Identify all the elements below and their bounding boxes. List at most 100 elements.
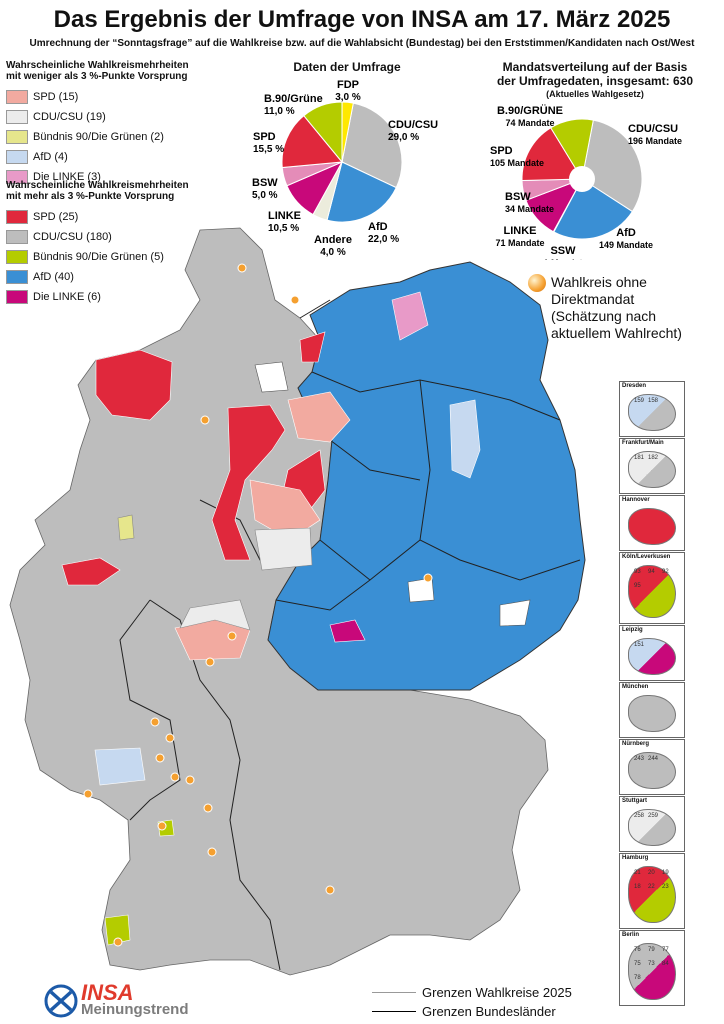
pie2-value-label: 1 Mandat — [543, 258, 582, 260]
inset-district-label: 77 — [662, 947, 669, 953]
inset-title: Berlin — [622, 932, 640, 938]
legend-over3-label: SPD (25) — [33, 211, 79, 223]
pie1-value-label: 11,0 % — [264, 106, 295, 117]
legend-under3-swatch — [6, 110, 28, 124]
legend-under3-swatch — [6, 170, 28, 184]
pie2-slice — [550, 118, 594, 181]
inset-map-shape — [628, 809, 676, 846]
legend-under3-swatch — [6, 130, 28, 144]
line-wk-icon — [372, 992, 416, 993]
inset-leipzig: Leipzig 151 — [619, 625, 685, 681]
map-afd-light — [449, 399, 481, 479]
pie1-series-label: SPD — [253, 131, 276, 143]
map-orange-dot — [203, 803, 213, 813]
inset-district-label: 73 — [648, 961, 655, 967]
map-orange-dot — [290, 295, 300, 305]
pie1-value-label: 10,5 % — [268, 223, 299, 234]
legend-under3-list: SPD (15) CDU/CSU (19) Bündnis 90/Die Grüne… — [6, 87, 266, 187]
pie2-series-label: CDU/CSU — [628, 123, 678, 135]
inset-map-shape — [628, 565, 676, 618]
inset-title: Hamburg — [622, 855, 649, 861]
map-gruene-2 — [104, 914, 131, 946]
legend-over3-swatch — [6, 290, 28, 304]
map-spd-berlin-area — [299, 331, 326, 363]
inset-title: Stuttgart — [622, 798, 647, 804]
no-mandate-line-1: Wahlkreis ohne — [551, 274, 647, 290]
inset-map-shape — [628, 638, 676, 675]
inset-district-label: 182 — [648, 455, 659, 461]
legend-under3-swatch — [6, 90, 28, 104]
map-orange-dot — [170, 772, 180, 782]
insa-logo-icon — [44, 984, 78, 1018]
inset-title: Hannover — [622, 497, 650, 503]
inset-map-shape — [628, 866, 676, 923]
map-gruene-1 — [117, 514, 135, 541]
inset-district-label: 20 — [648, 870, 655, 876]
inset-title: Nürnberg — [622, 741, 649, 747]
pie1-value-label: 15,5 % — [253, 144, 284, 155]
pie1-value-label: 22,0 % — [368, 234, 399, 245]
page-subtitle: Umrechnung der “Sonntagsfrage” auf die W… — [29, 38, 695, 49]
map-east-region — [267, 261, 586, 691]
map-orange-dot — [205, 657, 215, 667]
inset-district-label: 94 — [648, 569, 655, 575]
legend-under3-title-1: Wahrscheinliche Wahlkreismehrheiten — [6, 60, 189, 71]
pie2-slice — [553, 178, 634, 240]
map-orange-dot — [200, 415, 210, 425]
inset-district-label: 23 — [662, 884, 669, 890]
inset-district-label: 243 — [634, 756, 645, 762]
map-linke-sh — [391, 291, 429, 341]
pie2-value-label: 71 Mandate — [495, 238, 544, 248]
map-orange-dot — [237, 263, 247, 273]
inset-district-label: 151 — [634, 642, 645, 648]
legend-over3-item: AfD (40) — [6, 267, 266, 287]
inset-m-nchen: München — [619, 682, 685, 738]
inset-district-label: 92 — [662, 569, 669, 575]
no-mandate-line-2: Direktmandat — [551, 291, 635, 307]
map-orange-dot — [155, 753, 165, 763]
map-afd-light-west — [94, 747, 146, 786]
legend-over3-swatch — [6, 210, 28, 224]
inset-district-label: 159 — [634, 398, 645, 404]
inset-district-label: 181 — [634, 455, 645, 461]
pie1-slice — [341, 101, 354, 163]
pie2-series-label: AfD — [616, 227, 636, 239]
map-cdu-light-2 — [179, 599, 251, 631]
map-orange-dot — [83, 789, 93, 799]
pie2-subtitle: (Aktuelles Wahlgesetz) — [546, 89, 644, 99]
pie1-value-label: 29,0 % — [388, 132, 419, 143]
inset-title: Köln/Leverkusen — [622, 554, 671, 560]
pie1-slice — [326, 161, 397, 223]
pie1-value-label: 5,0 % — [252, 190, 278, 201]
pie2-series-label: LINKE — [504, 225, 537, 237]
pie2-value-label: 105 Mandate — [490, 158, 544, 168]
inset-district-label: 76 — [634, 947, 641, 953]
inset-dresden: Dresden 159 158 — [619, 381, 685, 437]
inset-title: Frankfurt/Main — [622, 440, 664, 446]
legend-under3-item: CDU/CSU (19) — [6, 107, 266, 127]
page-title: Das Ergebnis der Umfrage von INSA am 17.… — [53, 6, 671, 33]
inset-district-label: 244 — [648, 756, 659, 762]
inset-k-ln-leverkusen: Köln/Leverkusen 93 94 92 95 — [619, 552, 685, 624]
border-bl-label: Grenzen Bundesländer — [422, 1004, 556, 1019]
inset-district-label: 21 — [634, 870, 641, 876]
legend-under3-item: SPD (15) — [6, 87, 266, 107]
map-spd-nordsee — [95, 349, 173, 421]
border-wk-label: Grenzen Wahlkreise 2025 — [422, 985, 572, 1000]
pie2-series-label: SPD — [490, 145, 513, 157]
map-cdu-light-1 — [254, 527, 313, 571]
pie2-series-label: SSW — [550, 245, 576, 257]
legend-over3-list: SPD (25) CDU/CSU (180) Bündnis 90/Die Grün… — [6, 207, 266, 307]
inset-district-label: 93 — [634, 569, 641, 575]
map-orange-dot — [150, 717, 160, 727]
pie1-slice — [281, 115, 343, 169]
legend-under3-label: Bündnis 90/Die Grünen (2) — [33, 131, 164, 143]
legend-over-3: Wahrscheinliche Wahlkreismehrheiten mit … — [6, 180, 266, 307]
pie1-title: Daten der Umfrage — [293, 60, 401, 74]
logo-brand: INSA — [81, 980, 134, 1005]
pie1-series-label: AfD — [368, 221, 388, 233]
legend-under3-label: CDU/CSU (19) — [33, 111, 106, 123]
inset-stuttgart: Stuttgart 258 259 — [619, 796, 685, 852]
pie2-value-label: 149 Mandate — [599, 240, 653, 250]
map-orange-dot — [165, 733, 175, 743]
